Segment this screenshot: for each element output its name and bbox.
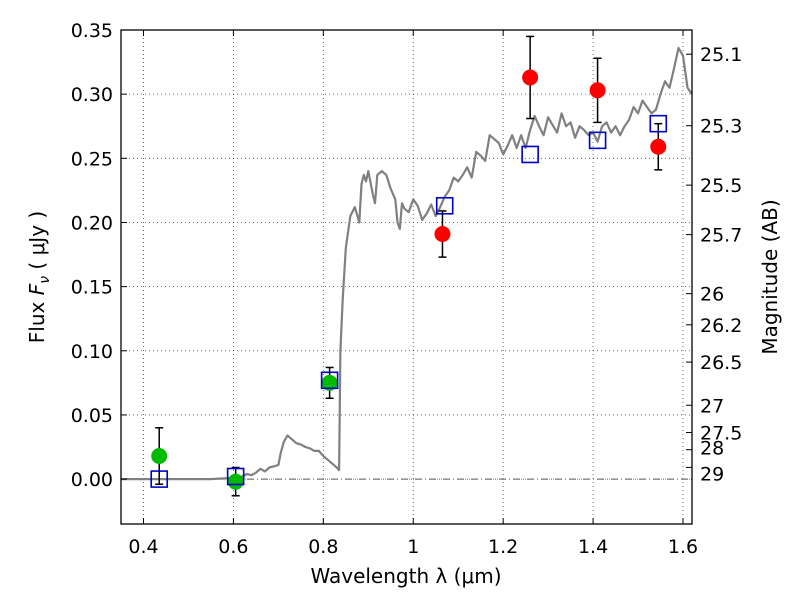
tick-labels: 0.4 0.6 0.8 1 1.2 1.4 1.6 0.00 0.05 0.10 0.15 0.20 0… [71,20,743,558]
y-tick-label: 0.10 [71,341,113,363]
y-tick-label: 0.15 [71,277,113,299]
y2-tick-label: 25.7 [700,225,742,247]
y2-tick-label: 26.5 [700,352,742,374]
y2-tick-label: 27 [700,395,724,417]
data-markers [150,69,668,490]
y-axis-label-prefix: Flux [25,295,49,343]
x-tick-label: 1 [407,536,419,558]
y2-tick-label: 27.5 [700,423,742,445]
y-tick-label: 0.30 [71,84,113,106]
y2-tick-label: 26.2 [700,315,742,337]
y2-tick-label: 25.3 [700,116,742,138]
error-bars [155,35,663,497]
ticks [121,29,692,524]
y2-tick-label: 26 [700,284,724,306]
x-axis-label: Wavelength λ (μm) [310,564,501,588]
model-square-point [649,114,668,133]
y2-tick-label: 25.1 [700,44,742,66]
model-square-point [226,467,245,486]
y-tick-label: 0.05 [71,405,113,427]
green-data-point [151,447,168,464]
y-axis-label: Flux Fν ( μJy ) [25,211,53,343]
green-data-point [227,473,244,490]
model-square-point [435,196,454,215]
red-data-point [589,82,606,99]
y-tick-label: 0.35 [71,20,113,42]
red-data-point [522,69,539,86]
grid [121,29,692,524]
y2-tick-label: 25.5 [700,175,742,197]
x-tick-label: 1.4 [578,536,608,558]
y2-tick-label: 29 [700,463,724,485]
spectrum-line [121,46,693,481]
model-square-point [521,145,539,164]
y-axis-label-suffix: ( μJy ) [25,211,49,276]
x-tick-label: 0.4 [128,536,158,558]
plot-frame [120,29,693,525]
y-axis-label-sub: ν [37,276,53,284]
x-tick-label: 1.2 [488,536,518,558]
y-axis-label-var: F [25,283,49,295]
model-square-point [150,470,169,488]
x-tick-label: 0.6 [218,536,248,558]
y-tick-label: 0.00 [71,469,113,491]
y-tick-label: 0.25 [71,148,113,170]
y2-tick-label: 28 [700,438,724,460]
red-data-point [434,226,451,243]
model-spectrum [121,46,693,481]
model-square-point [320,371,339,390]
red-data-point [650,138,667,155]
y-tick-label: 0.20 [71,212,113,234]
x-tick-label: 1.6 [668,536,698,558]
x-tick-label: 0.8 [308,536,338,558]
model-square-point [588,131,607,150]
y2-axis-label: Magnitude (AB) [758,199,782,354]
